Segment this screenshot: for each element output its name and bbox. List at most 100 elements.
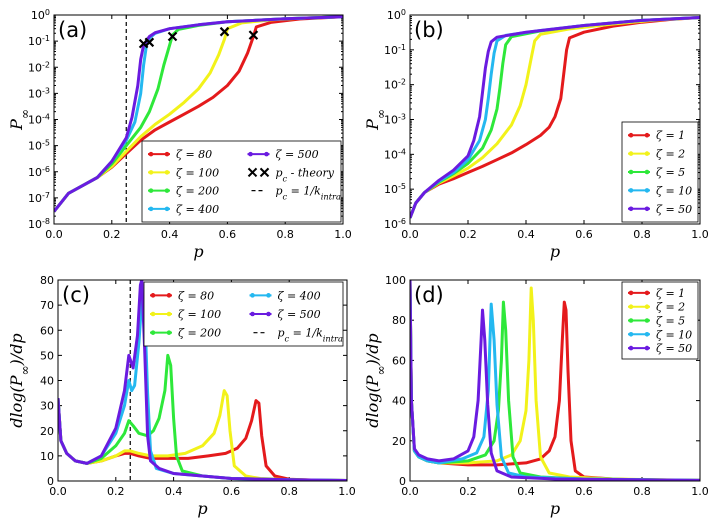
legend-marker (644, 132, 650, 138)
legend-item: ζ = 10 (628, 328, 692, 341)
legend-item: ζ = 5 (628, 166, 685, 179)
y-tick-label: 10-4 (28, 112, 50, 127)
legend-item: ζ = 50 (628, 342, 692, 355)
x-tick-label: 0.6 (223, 485, 241, 498)
y-tick-label: 10-2 (28, 60, 50, 75)
legend: ζ = 1 ζ = 2 ζ = 5 ζ = 10 ζ = 50 (621, 121, 699, 223)
x-tick-label: 0.4 (161, 228, 179, 241)
legend-box (143, 281, 344, 347)
legend-item: pc = 1/kintra (253, 327, 343, 344)
legend-marker (628, 345, 634, 351)
legend-label: ζ = 10 (656, 328, 692, 341)
legend-item: ζ = 200 (150, 327, 221, 340)
legend-item: ζ = 2 (628, 301, 685, 314)
legend-marker (148, 206, 154, 212)
legend-cross (259, 167, 270, 178)
x-tick-label: 1.0 (691, 228, 709, 241)
legend-marker (250, 311, 255, 317)
legend-item: ζ = 2 (628, 148, 685, 161)
plot-frame (57, 279, 348, 482)
legend-item: ζ = 100 (148, 166, 219, 179)
legend-label: ζ = 500 (276, 148, 319, 161)
legend-marker (150, 330, 156, 335)
legend-item: ζ = 100 (150, 308, 221, 321)
panel-c: 0.0 0.2 0.4 0.6 0.8 1.0 0 10 20 30 40 50 60 70 80 (c) p d… (7, 274, 356, 518)
y-tick-label: 70 (40, 299, 54, 312)
series-group (410, 280, 700, 481)
legend-label: ζ = 50 (656, 342, 692, 355)
panel-label: (c) (62, 283, 90, 307)
legend-label: ζ = 10 (656, 184, 692, 197)
y-tick-label: 10-6 (28, 164, 50, 179)
legend-label: ζ = 2 (656, 148, 685, 161)
y-tick-label: 10-1 (384, 42, 406, 57)
y-tick-label: 40 (392, 395, 406, 408)
y-tick-label: 10-3 (384, 112, 406, 127)
legend-marker (148, 170, 154, 175)
x-axis-label: p (197, 499, 207, 518)
legend-marker (248, 151, 253, 157)
legend-item: ζ = 400 (249, 289, 321, 302)
legend-label: ζ = 1 (656, 287, 685, 300)
plot-frame (409, 279, 701, 482)
legend-marker (150, 311, 156, 317)
y-tick-label: 10 (40, 450, 54, 463)
y-axis-label: P∞ (363, 109, 388, 131)
y-tick-label: 10-6 (384, 217, 406, 232)
legend-marker (164, 188, 170, 193)
legend-cross (247, 167, 258, 178)
panel-label: (a) (58, 18, 87, 42)
x-tick-label: 0.0 (49, 485, 67, 498)
theory-marker (144, 37, 155, 48)
x-axis-label: p (193, 242, 203, 261)
theory-marker (219, 26, 230, 37)
legend-marker (164, 151, 170, 157)
y-tick-label: 80 (40, 274, 54, 287)
legend-label: pc - theory (276, 166, 335, 183)
x-tick-label: 0.0 (401, 485, 419, 498)
y-tick-label: 10-1 (28, 34, 50, 49)
legend-marker (644, 188, 650, 193)
x-tick-label: 0.6 (219, 228, 237, 241)
x-tick-label: 1.0 (334, 228, 352, 241)
x-tick-label: 0.4 (517, 485, 535, 498)
x-tick-label: 0.2 (103, 228, 121, 241)
theory-marker (167, 31, 178, 42)
legend-marker (644, 151, 650, 156)
legend-marker (628, 169, 634, 175)
plot-frame (409, 14, 701, 225)
legend-label: ζ = 100 (178, 308, 221, 321)
legend-marker (164, 206, 170, 212)
theory-marker (248, 30, 259, 40)
x-axis-label: p (550, 242, 560, 261)
panel-label: (d) (414, 283, 444, 307)
legend-marker (264, 151, 269, 157)
legend-marker (628, 206, 634, 212)
x-tick-label: 0.2 (459, 485, 477, 498)
legend-marker (150, 293, 156, 298)
panel-b: 0.0 0.2 0.4 0.6 0.8 1.0 10-6 10-5 10-4 10-3 10-2 10… (363, 8, 709, 262)
x-tick-label: 0.6 (575, 485, 593, 498)
legend-marker (644, 206, 650, 212)
legend-marker (644, 318, 650, 323)
x-tick-label: 0.8 (280, 485, 298, 498)
legend-marker (628, 151, 634, 156)
series-line-50 (410, 16, 700, 219)
legend-label: ζ = 200 (178, 327, 221, 340)
panel-a: 0.0 0.2 0.4 0.6 0.8 1.0 10-8 10-7 10-6 10-5 10-4 10… (7, 8, 352, 262)
legend-box (141, 140, 342, 223)
legend-marker (644, 332, 650, 337)
legend-item: ζ = 80 (148, 148, 212, 161)
legend-label: ζ = 100 (176, 166, 219, 179)
legend-marker (628, 188, 634, 193)
legend-label: pc = 1/kintra (278, 327, 343, 344)
x-tick-label: 0.2 (459, 228, 477, 241)
legend-label: ζ = 80 (178, 289, 214, 302)
series-line-500 (58, 280, 347, 481)
y-tick-label: 20 (40, 425, 54, 438)
legend-item: ζ = 80 (150, 289, 214, 302)
legend-item: ζ = 1 (628, 129, 685, 142)
legend-item: pc = 1/kintra (251, 185, 341, 202)
y-tick-label: 10-8 (28, 217, 50, 232)
